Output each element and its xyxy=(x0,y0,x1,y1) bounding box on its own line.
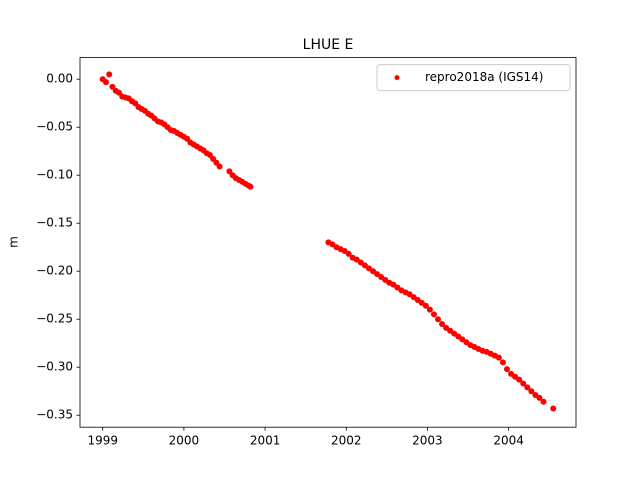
y-tick-label: −0.25 xyxy=(36,312,73,326)
data-point xyxy=(516,376,523,383)
plot-frame xyxy=(79,57,577,428)
legend-marker xyxy=(394,75,400,81)
data-point xyxy=(426,306,433,313)
data-point xyxy=(503,366,510,373)
data-point xyxy=(524,384,531,391)
data-point xyxy=(216,163,223,170)
data-point xyxy=(434,316,441,323)
data-point xyxy=(422,302,429,309)
data-point xyxy=(106,71,113,78)
data-point xyxy=(495,354,502,361)
data-point xyxy=(550,405,557,412)
data-point xyxy=(499,359,506,366)
data-point xyxy=(439,321,446,327)
y-tick-label: −0.15 xyxy=(36,216,73,230)
data-point xyxy=(528,388,535,395)
data-point xyxy=(102,79,109,86)
y-tick-label: −0.05 xyxy=(36,120,73,134)
y-tick-label: −0.35 xyxy=(36,408,73,422)
y-tick-label: −0.30 xyxy=(36,360,73,374)
y-tick-label: −0.10 xyxy=(36,168,73,182)
data-point xyxy=(345,250,352,257)
y-tick-label: −0.20 xyxy=(36,264,73,278)
x-tick-label: 2000 xyxy=(169,434,200,448)
data-point xyxy=(430,311,437,318)
x-tick-label: 1999 xyxy=(87,434,118,448)
data-point xyxy=(536,394,543,401)
x-tick-label: 2004 xyxy=(493,434,524,448)
x-tick-label: 2001 xyxy=(250,434,281,448)
data-point xyxy=(247,183,254,190)
legend-label: repro2018a (IGS14) xyxy=(425,70,543,84)
data-point xyxy=(520,380,527,387)
data-point xyxy=(540,398,547,405)
x-tick-label: 2002 xyxy=(331,434,362,448)
y-tick-label: 0.00 xyxy=(46,72,73,86)
chart-title: LHUE E xyxy=(303,37,354,53)
x-tick-label: 2003 xyxy=(412,434,443,448)
y-axis-label: m xyxy=(7,236,21,248)
legend-box xyxy=(376,64,571,92)
